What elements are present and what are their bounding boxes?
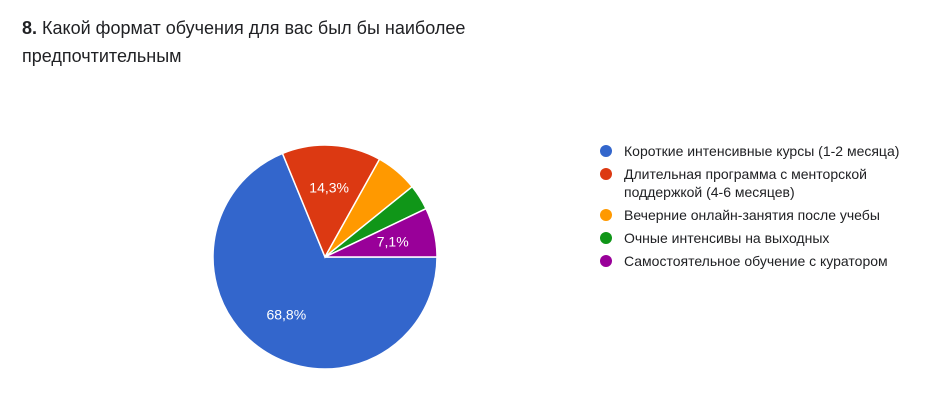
legend-label-4: Очные интенсивы на выходных	[624, 230, 830, 246]
pie-slice-2[interactable]	[281, 144, 381, 259]
legend-item-4: Очные интенсивы на выходных	[600, 229, 900, 247]
legend-item-2: Длительная программа с менторской поддер…	[600, 165, 900, 201]
question-text: Какой формат обучения для вас был бы наи…	[22, 18, 466, 66]
legend-swatch-1	[600, 145, 612, 157]
legend-item-1: Короткие интенсивные курсы (1-2 месяца)	[600, 142, 900, 160]
legend-swatch-4	[600, 232, 612, 244]
pie-data-label-1: 68,8%	[266, 307, 306, 323]
legend-item-5: Самостоятельное обучение с куратором	[600, 252, 900, 270]
legend-label-1: Короткие интенсивные курсы (1-2 месяца)	[624, 143, 900, 159]
legend-swatch-2	[600, 168, 612, 180]
pie-chart: 68,8% 14,3% 7,1%	[212, 144, 438, 370]
question-number: 8.	[22, 18, 38, 38]
legend-swatch-5	[600, 255, 612, 267]
chart-legend: Короткие интенсивные курсы (1-2 месяца) Д…	[600, 142, 900, 275]
legend-label-5: Самостоятельное обучение с куратором	[624, 253, 888, 269]
pie-slice-5[interactable]	[324, 207, 438, 258]
legend-item-3: Вечерние онлайн-занятия после учебы	[600, 206, 900, 224]
pie-data-label-5: 7,1%	[377, 234, 409, 250]
question-title: 8. Какой формат обучения для вас был бы …	[22, 14, 622, 70]
pie-slice-1[interactable]	[212, 152, 438, 370]
legend-label-3: Вечерние онлайн-занятия после учебы	[624, 207, 880, 223]
legend-swatch-3	[600, 209, 612, 221]
pie-data-label-2: 14,3%	[309, 180, 349, 196]
legend-label-2: Длительная программа с менторской поддер…	[624, 166, 868, 200]
